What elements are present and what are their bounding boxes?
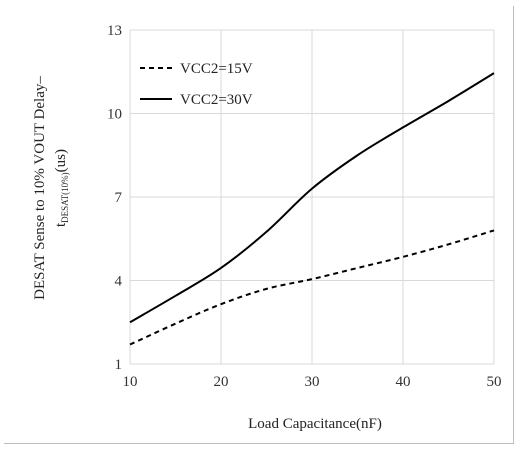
x-tick-label: 10 [123, 374, 138, 390]
y-axis-label-line1: DESAT Sense to 10% VOUT Delay– [32, 76, 48, 300]
axes: 10 20 30 40 50 1 4 7 10 13 [107, 23, 502, 390]
x-tick-label: 40 [396, 374, 411, 390]
x-tick-label: 30 [305, 374, 320, 390]
y-axis-label-subscript: DESAT(10%) [60, 172, 70, 223]
x-tick-label: 20 [214, 374, 229, 390]
y-axis-label: DESAT Sense to 10% VOUT Delay– tDESAT(10… [32, 76, 70, 300]
series-line-vcc2-15v [129, 229, 495, 346]
y-tick-label: 10 [107, 107, 122, 123]
y-axis-label-t: t [53, 222, 69, 227]
chart-frame [4, 6, 514, 444]
x-tick-label: 50 [487, 374, 502, 390]
legend-label-vcc2-15v: VCC2=15V [180, 61, 253, 77]
grid-lines [129, 29, 495, 365]
legend-label-vcc2-30v: VCC2=30V [180, 92, 253, 108]
y-tick-label: 7 [115, 190, 123, 206]
series-line-vcc2-30v [129, 72, 495, 324]
y-axis-label-unit: (us) [53, 149, 69, 172]
y-tick-label: 13 [107, 23, 122, 39]
y-axis-label-line2: tDESAT(10%)(us) [53, 149, 70, 227]
legend: VCC2=15V VCC2=30V [140, 61, 253, 108]
y-tick-label: 4 [115, 274, 123, 290]
y-tick-label: 1 [115, 357, 123, 373]
series-lines [129, 72, 495, 346]
x-axis-label: Load Capacitance(nF) [248, 416, 382, 432]
